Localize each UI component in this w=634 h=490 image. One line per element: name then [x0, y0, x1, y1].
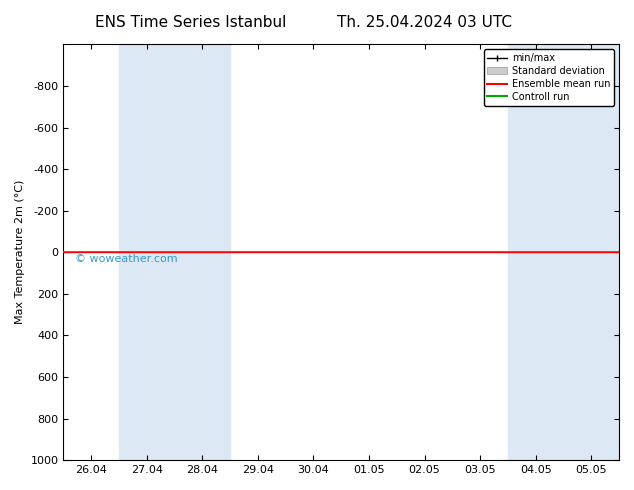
Text: © woweather.com: © woweather.com: [75, 253, 177, 264]
Bar: [119, 45, 230, 460]
Y-axis label: Max Temperature 2m (°C): Max Temperature 2m (°C): [15, 180, 25, 324]
Text: Th. 25.04.2024 03 UTC: Th. 25.04.2024 03 UTC: [337, 15, 512, 30]
Legend: min/max, Standard deviation, Ensemble mean run, Controll run: min/max, Standard deviation, Ensemble me…: [484, 49, 614, 106]
Text: ENS Time Series Istanbul: ENS Time Series Istanbul: [94, 15, 286, 30]
Bar: [508, 45, 619, 460]
